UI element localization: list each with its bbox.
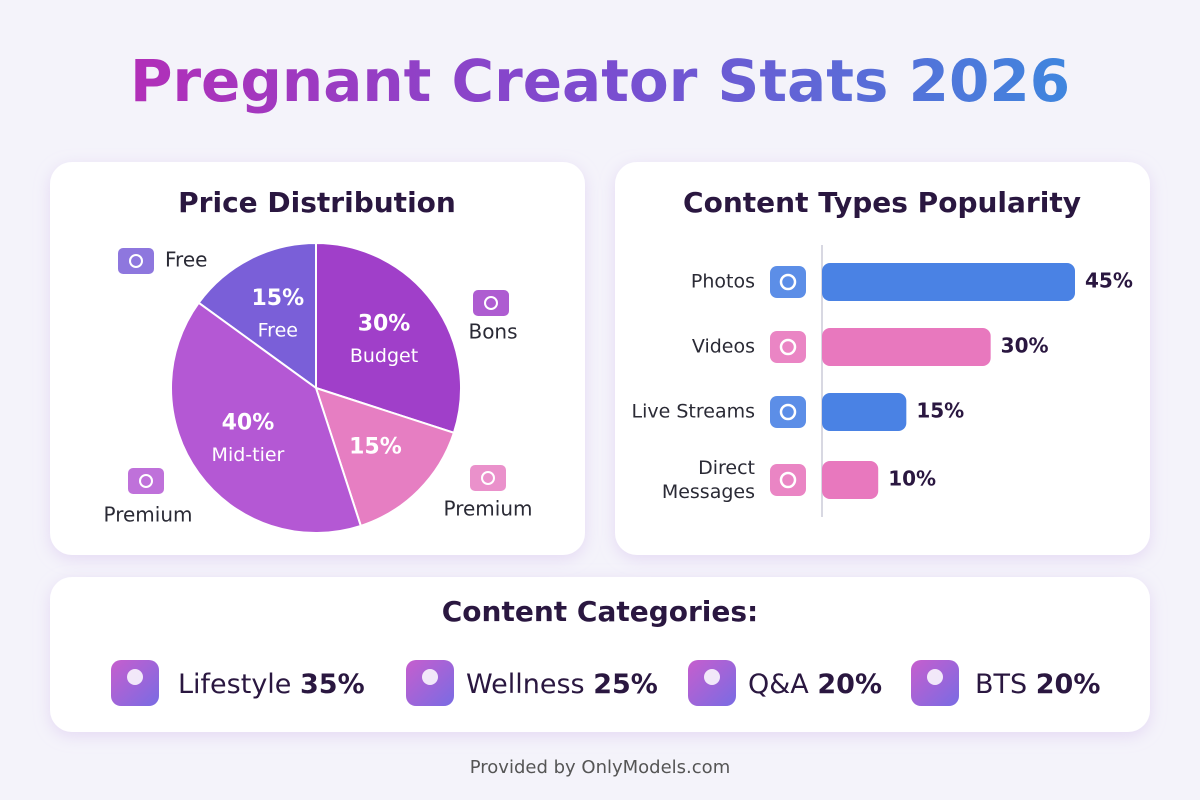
legend-icon (118, 248, 154, 274)
legend-icon-mark (484, 296, 498, 310)
bar-value-label: 10% (888, 467, 936, 491)
page-title: Pregnant Creator Stats 2026 (130, 47, 1070, 115)
legend-icon-mark (139, 474, 153, 488)
pie-slice (170, 301, 363, 534)
category-name: Q&A (748, 669, 809, 700)
chart-title: Content Types Popularity (683, 186, 1081, 219)
legend-icon-mark (481, 471, 495, 485)
bar (822, 263, 1075, 301)
category-icon-mark (422, 669, 438, 685)
bar (822, 461, 879, 499)
category-icon-mark (704, 669, 720, 685)
legend-label: Bons (468, 320, 517, 344)
bar-value-label: 30% (1001, 334, 1049, 358)
slice-value-label: 15% (251, 286, 304, 311)
bar-icon (770, 464, 806, 496)
card (50, 577, 1150, 732)
category-label: Q&A 20% (748, 669, 882, 700)
chart-title: Price Distribution (178, 186, 456, 219)
bar-value-label: 15% (916, 399, 964, 423)
slice-name-label: Budget (350, 345, 418, 367)
pie-slice (315, 241, 462, 435)
slice-name-label: Mid-tier (212, 444, 285, 466)
legend-label: Premium (104, 503, 193, 527)
slice-value-label: 30% (358, 312, 411, 337)
bar-value-label: 45% (1085, 269, 1133, 293)
legend-icon (470, 465, 506, 491)
category-share: 25% (593, 669, 658, 700)
category-icon-mark (927, 669, 943, 685)
bar-category-label: Videos (692, 336, 755, 358)
category-label: Lifestyle 35% (178, 669, 365, 700)
category-name: Lifestyle (178, 669, 291, 700)
category-icon-mark (127, 669, 143, 685)
bar-icon-mark (779, 471, 797, 489)
category-name: Wellness (466, 669, 585, 700)
section-title: Content Categories: (442, 595, 759, 628)
legend-label: Premium (444, 497, 533, 521)
bar-icon-mark (779, 273, 797, 291)
bar-icon-mark (779, 338, 797, 356)
bar-icon (770, 331, 806, 363)
legend-icon (128, 468, 164, 494)
bar (822, 328, 991, 366)
category-name: BTS (975, 669, 1027, 700)
category-share: 20% (1036, 669, 1101, 700)
bar-icon (770, 266, 806, 298)
bar-category-label: Photos (691, 271, 755, 293)
slice-value-label: 40% (222, 410, 275, 435)
category-label: Wellness 25% (466, 669, 658, 700)
category-share: 20% (817, 669, 882, 700)
footer: Provided by OnlyModels.com (470, 757, 730, 778)
slice-value-label: 15% (349, 434, 402, 459)
slice-name-label: Free (258, 320, 298, 342)
bar-category-label: Live Streams (632, 401, 755, 423)
bar-icon (770, 396, 806, 428)
pie-slice (197, 241, 317, 390)
category-label: BTS 20% (975, 669, 1100, 700)
category-share: 35% (300, 669, 365, 700)
legend-label: Free (165, 248, 207, 272)
bar-icon-mark (779, 403, 797, 421)
legend-icon-mark (129, 254, 143, 268)
bar-category-label: Direct Messages (662, 457, 755, 503)
bar (822, 393, 907, 431)
legend-icon (473, 290, 509, 316)
